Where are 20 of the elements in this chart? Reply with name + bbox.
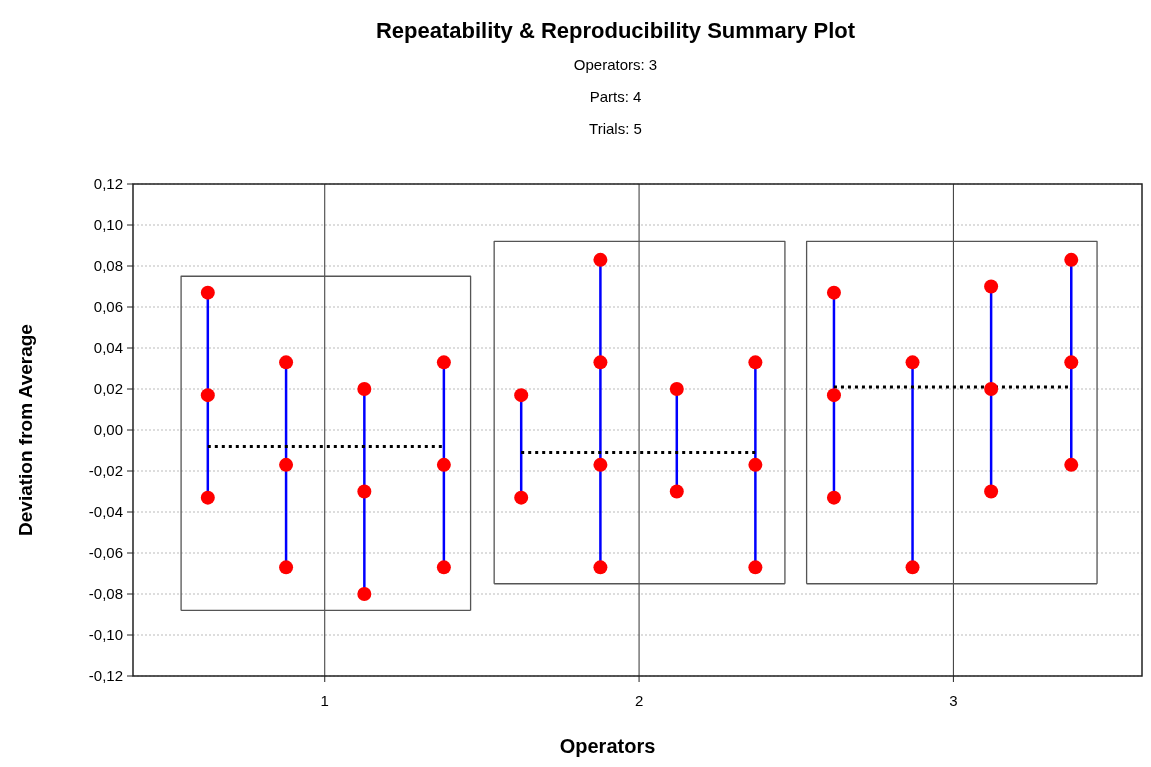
y-tick-label: -0,02 <box>88 462 123 479</box>
chart-title: Repeatability & Reproducibility Summary Plot <box>375 18 856 43</box>
y-tick-label: 0,08 <box>93 257 123 274</box>
y-tick-label: 0,04 <box>93 339 123 356</box>
x-tick-label: 1 <box>320 692 329 709</box>
y-tick-label: 0,10 <box>93 216 123 233</box>
x-axis-title: Operators <box>559 735 656 757</box>
y-axis-title: Deviation from Average <box>15 324 36 536</box>
x-tick-label: 2 <box>634 692 644 709</box>
y-tick-label: -0,04 <box>88 503 123 520</box>
y-tick-label: -0,10 <box>88 626 123 643</box>
y-tick-label: 0,12 <box>93 175 123 192</box>
y-tick-label: 0,02 <box>93 380 123 397</box>
chart-subtitle: Operators: 3 Parts: 4 Trials: 5 <box>573 56 658 137</box>
y-tick-label: -0,08 <box>88 585 123 602</box>
y-tick-label: -0,12 <box>88 667 123 684</box>
x-tick-label: 3 <box>949 692 958 709</box>
y-tick-label: 0,06 <box>93 298 123 315</box>
y-tick-label: -0,06 <box>88 544 123 561</box>
y-tick-label: 0,00 <box>93 421 123 438</box>
